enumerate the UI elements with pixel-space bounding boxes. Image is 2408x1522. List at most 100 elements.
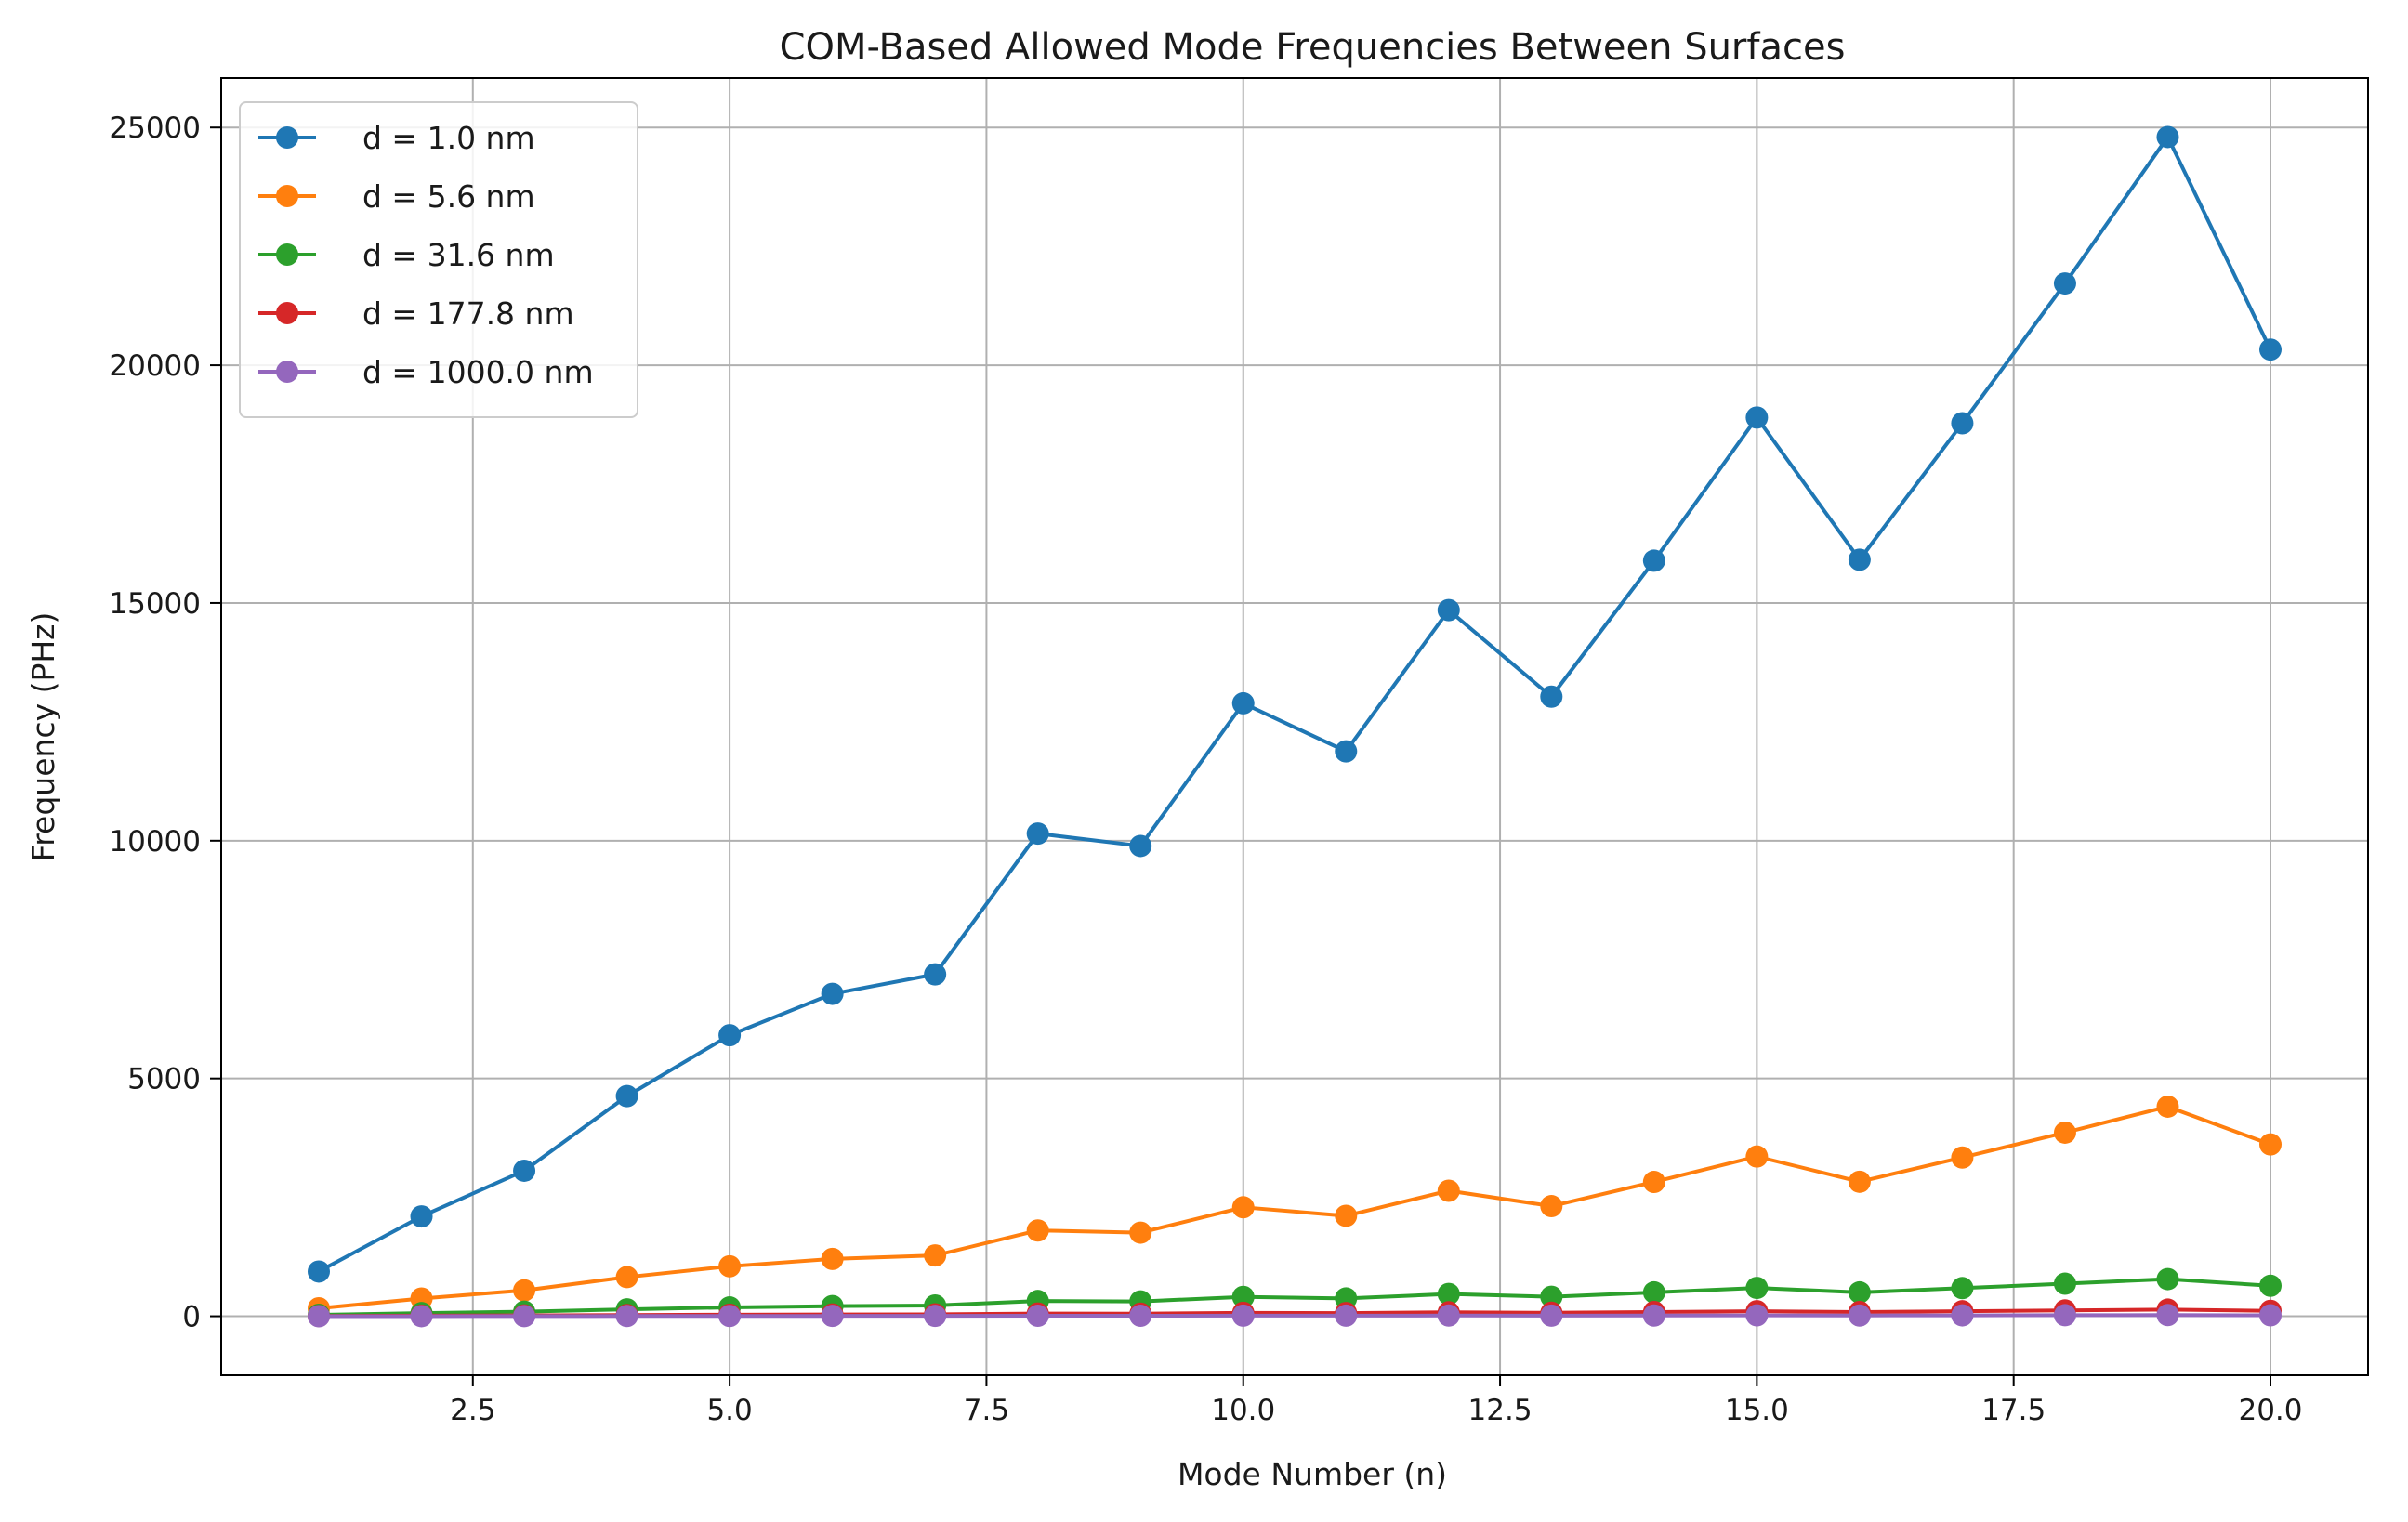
legend-item: d = 1000.0 nm	[258, 354, 594, 390]
data-point	[1335, 1204, 1358, 1227]
x-tick-label: 2.5	[450, 1394, 495, 1427]
y-tick-label: 25000	[109, 112, 201, 145]
y-tick-label: 10000	[109, 825, 201, 859]
legend-box	[239, 101, 638, 418]
data-point	[1540, 1195, 1563, 1218]
data-point	[513, 1159, 536, 1182]
data-point	[1745, 1277, 1769, 1300]
data-point	[1951, 1277, 1974, 1300]
data-point	[2259, 338, 2282, 361]
data-point	[1231, 1285, 1255, 1308]
data-point	[1642, 1304, 1665, 1327]
data-point	[2053, 1121, 2076, 1144]
data-point	[1026, 1305, 1049, 1328]
data-point	[513, 1279, 536, 1302]
legend-item: d = 1.0 nm	[258, 120, 535, 156]
data-point	[1129, 834, 1152, 858]
data-point	[615, 1305, 638, 1328]
data-point	[1848, 1280, 1871, 1304]
series-line	[318, 135, 2272, 1274]
data-point	[1335, 1304, 1358, 1327]
legend-swatch-marker	[276, 243, 298, 266]
plot-frame	[220, 77, 2369, 1376]
data-point	[1540, 685, 1563, 708]
x-tick-label: 10.0	[1211, 1394, 1275, 1427]
data-point	[1231, 1304, 1255, 1327]
data-point	[1745, 1304, 1769, 1327]
series-1	[308, 125, 2282, 1283]
legend-swatch-marker	[276, 126, 298, 149]
series-line	[318, 1104, 2271, 1310]
data-point	[924, 963, 947, 986]
legend-swatch-marker	[276, 302, 298, 324]
data-point	[2156, 1304, 2179, 1327]
legend-label: d = 1.0 nm	[362, 120, 535, 156]
data-point	[1540, 1304, 1563, 1327]
plot-series	[308, 125, 2282, 1328]
data-point	[2259, 1274, 2282, 1297]
data-point	[615, 1084, 638, 1108]
data-point	[2156, 1267, 2179, 1291]
legend-label: d = 31.6 nm	[362, 237, 555, 273]
x-tick-label: 17.5	[1981, 1394, 2046, 1427]
series-5	[308, 1304, 2282, 1328]
x-tick-label: 7.5	[964, 1394, 1009, 1427]
data-point	[1642, 1171, 1665, 1194]
data-point	[1540, 1285, 1563, 1308]
data-point	[1129, 1305, 1152, 1328]
data-point	[924, 1305, 947, 1328]
data-point	[1026, 822, 1049, 846]
data-point	[615, 1266, 638, 1289]
y-tick-label: 0	[182, 1301, 201, 1334]
data-point	[1848, 548, 1871, 571]
legend-item: d = 31.6 nm	[258, 237, 555, 273]
data-point	[2053, 272, 2076, 295]
data-point	[1437, 1179, 1460, 1202]
data-point	[2053, 1272, 2076, 1295]
axis-ticks: 2.5 5.0 7.5 10.0 12.5 15.0 17.5 20.0 0 5000 10000 1…	[109, 112, 2302, 1427]
data-point	[2259, 1304, 2282, 1327]
legend-swatch-marker	[276, 361, 298, 383]
y-tick-label: 15000	[109, 587, 201, 621]
data-point	[821, 1247, 844, 1270]
data-point	[718, 1024, 742, 1047]
series-line	[318, 1277, 2271, 1318]
data-point	[718, 1305, 742, 1328]
data-point	[1437, 1304, 1460, 1327]
data-point	[1335, 740, 1358, 763]
data-point	[2259, 1133, 2282, 1156]
data-point	[308, 1305, 330, 1328]
legend: d = 1.0 nm d = 5.6 nm d = 31.6 nm d = 177.8…	[239, 101, 638, 418]
data-point	[1848, 1304, 1871, 1327]
x-tick-label: 15.0	[1725, 1394, 1789, 1427]
legend-label: d = 177.8 nm	[362, 295, 574, 332]
data-point	[513, 1305, 536, 1328]
data-point	[1231, 691, 1255, 715]
data-point	[1642, 549, 1665, 572]
data-point	[821, 1305, 844, 1328]
chart-title: COM-Based Allowed Mode Frequencies Betwe…	[780, 26, 1846, 69]
legend-item: d = 177.8 nm	[258, 295, 574, 332]
data-point	[1231, 1196, 1255, 1219]
data-point	[1951, 1304, 1974, 1327]
series-2	[308, 1095, 2282, 1319]
data-point	[2053, 1304, 2076, 1327]
x-tick-label: 12.5	[1468, 1394, 1533, 1427]
data-point	[924, 1244, 947, 1267]
series-line	[318, 1313, 2271, 1319]
data-point	[2156, 1095, 2179, 1118]
data-point	[308, 1260, 330, 1283]
data-point	[1437, 1282, 1460, 1306]
legend-item: d = 5.6 nm	[258, 178, 535, 215]
data-point	[821, 982, 844, 1005]
x-tick-label: 20.0	[2238, 1394, 2302, 1427]
data-point	[1951, 412, 1974, 435]
data-point	[1437, 598, 1460, 622]
y-tick-label: 20000	[109, 349, 201, 383]
data-point	[1745, 406, 1769, 429]
data-point	[1951, 1146, 1974, 1169]
data-point	[1642, 1280, 1665, 1304]
data-point	[1848, 1170, 1871, 1193]
data-point	[718, 1254, 742, 1278]
